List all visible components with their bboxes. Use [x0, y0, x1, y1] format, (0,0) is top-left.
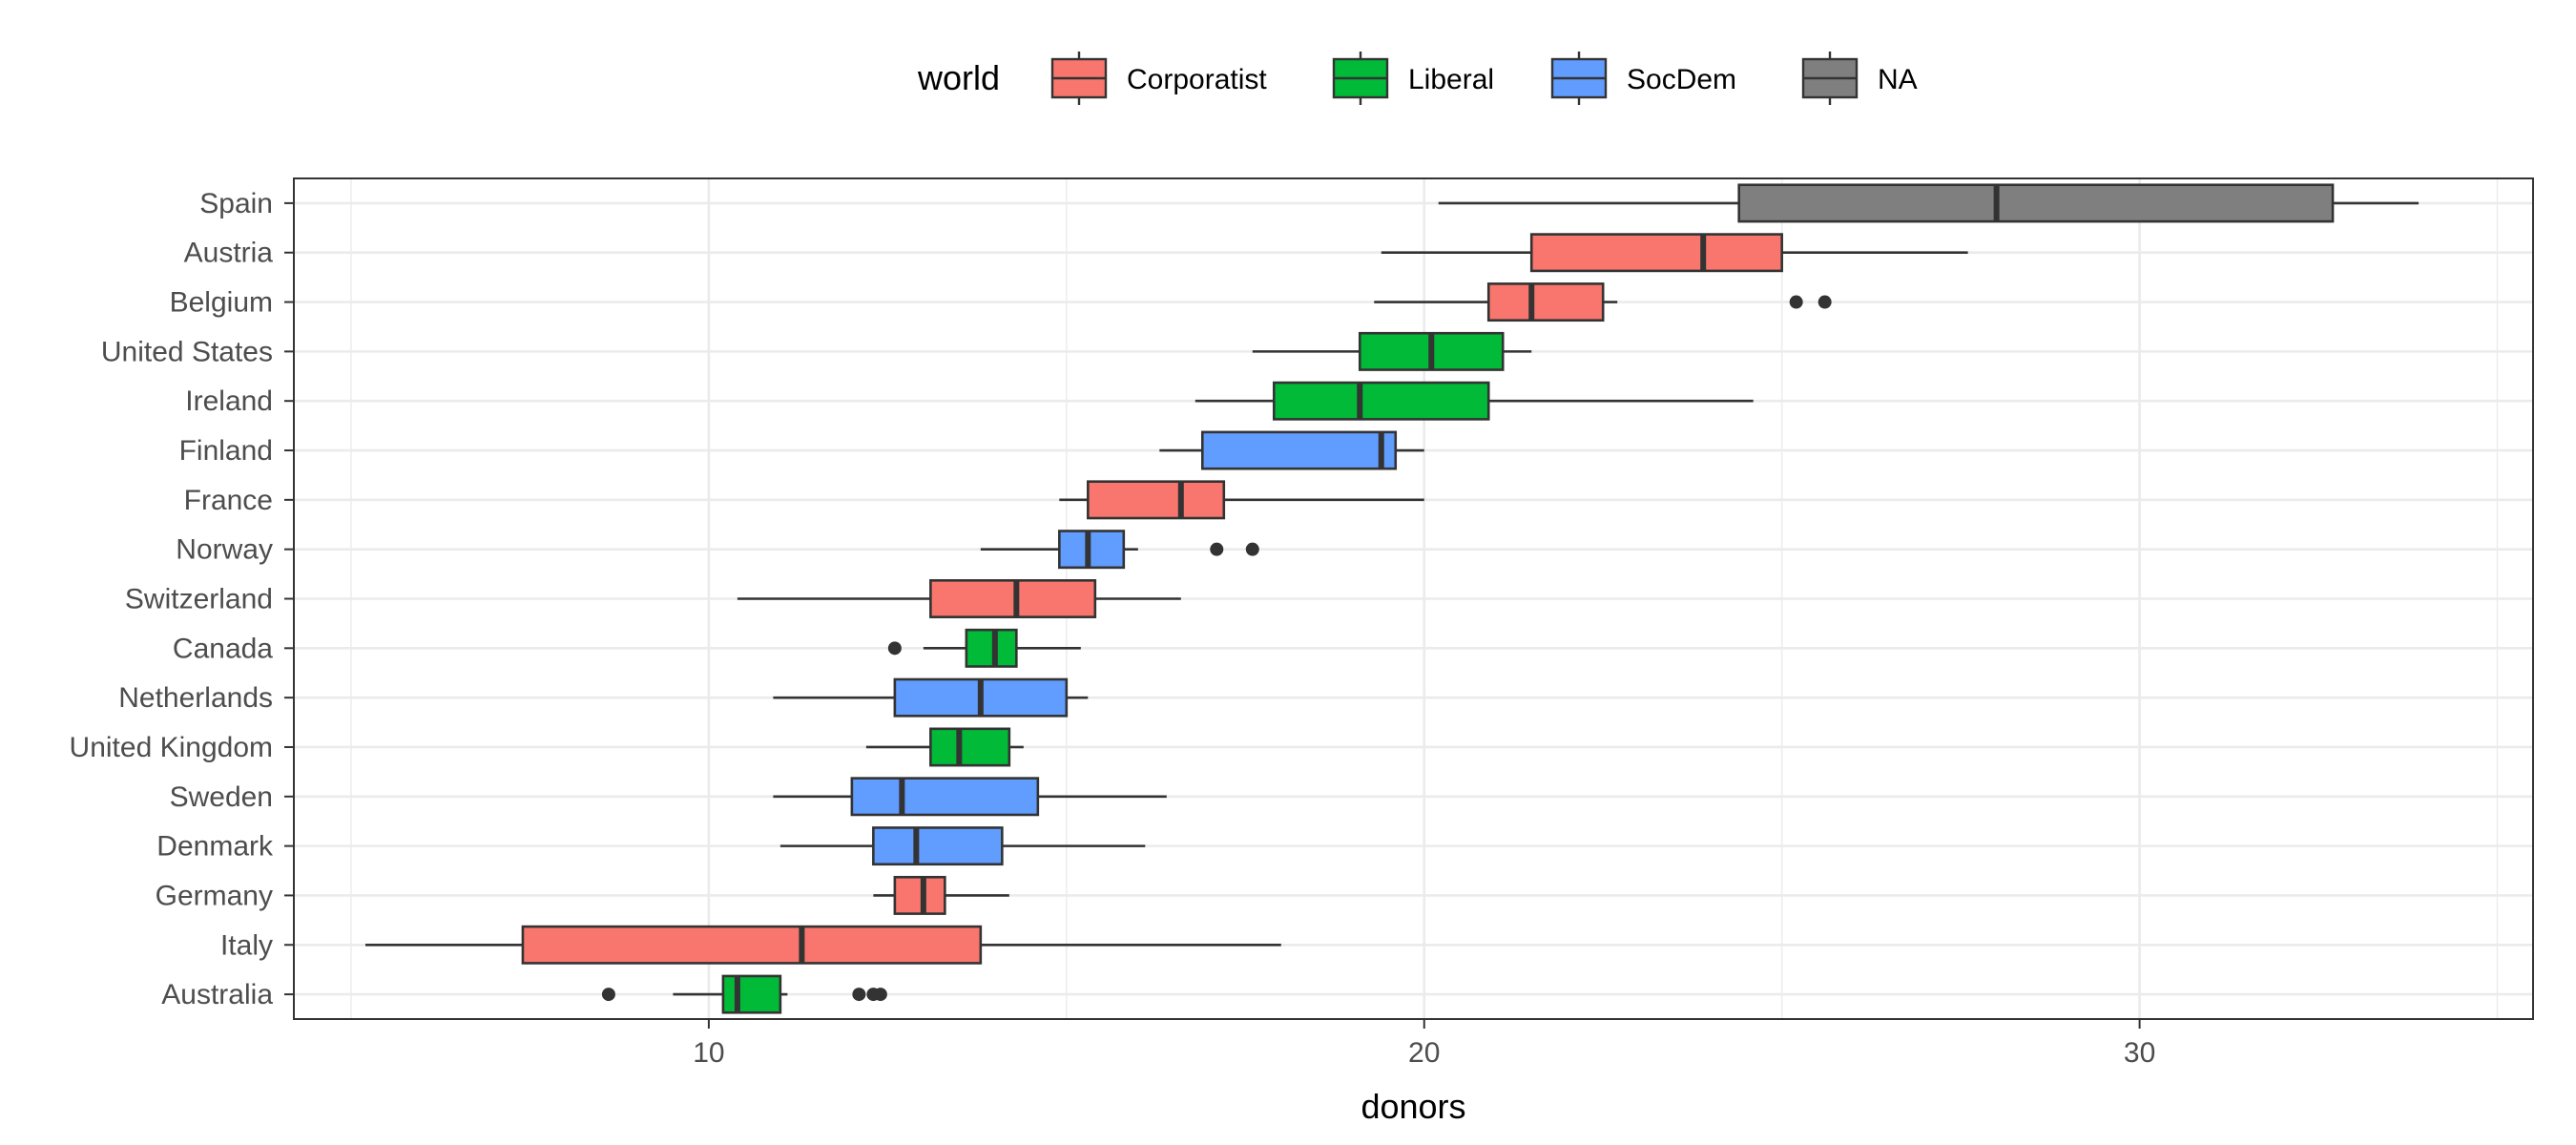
box-iqr: [965, 628, 1018, 668]
box-netherlands: [773, 677, 1089, 718]
legend-item-na: NA: [1801, 52, 1918, 105]
y-tick-label-sweden: Sweden: [170, 781, 273, 813]
y-tick-label-netherlands: Netherlands: [118, 682, 273, 714]
box-ireland: [1195, 381, 1754, 421]
y-tick-label-united-states: United States: [101, 336, 273, 367]
y-tick-label-united-kingdom: United Kingdom: [70, 732, 273, 763]
legend-label: NA: [1878, 64, 1918, 95]
box-sweden: [773, 777, 1167, 817]
box-norway: [980, 530, 1259, 570]
box-iqr: [1200, 430, 1398, 470]
box-iqr: [1272, 381, 1490, 421]
legend-label: Liberal: [1408, 64, 1494, 95]
y-tick-label-france: France: [184, 485, 273, 516]
box-switzerland: [737, 579, 1181, 618]
y-tick-label-austria: Austria: [184, 238, 274, 269]
box-italy: [364, 925, 1281, 965]
box-iqr: [872, 826, 1004, 866]
legend-title: world: [917, 58, 1000, 97]
box-iqr: [929, 579, 1097, 618]
box-united-kingdom: [865, 727, 1024, 767]
y-tick-label-belgium: Belgium: [170, 287, 273, 319]
outlier-point: [852, 988, 866, 1002]
legend-item-socdem: SocDem: [1550, 52, 1736, 105]
y-tick-label-australia: Australia: [161, 979, 273, 1010]
x-tick-label-30: 30: [2124, 1037, 2155, 1069]
box-united-states: [1252, 331, 1532, 371]
x-tick-label-20: 20: [1408, 1037, 1440, 1069]
y-tick-label-germany: Germany: [156, 880, 273, 911]
outlier-point: [1245, 542, 1259, 556]
box-iqr: [1529, 233, 1783, 273]
y-tick-label-norway: Norway: [176, 534, 273, 566]
legend-label: SocDem: [1627, 64, 1736, 95]
box-iqr: [893, 875, 946, 915]
box-canada: [887, 628, 1081, 668]
boxes: [364, 183, 2420, 1014]
y-tick-label-italy: Italy: [220, 929, 273, 961]
legend: world Corporatist Liberal SocDem NA: [917, 52, 1918, 105]
outlier-point: [873, 988, 887, 1002]
outlier-point: [601, 988, 615, 1002]
y-tick-label-ireland: Ireland: [185, 385, 273, 417]
y-tick-label-spain: Spain: [199, 188, 273, 219]
outlier-point: [1789, 295, 1803, 309]
y-tick-label-finland: Finland: [179, 435, 273, 467]
box-finland: [1159, 430, 1424, 470]
box-austria: [1381, 233, 1968, 273]
box-iqr: [929, 727, 1011, 767]
x-tick-label-10: 10: [693, 1037, 724, 1069]
legend-item-liberal: Liberal: [1332, 52, 1494, 105]
y-tick-label-switzerland: Switzerland: [125, 584, 273, 615]
legend-item-corporatist: Corporatist: [1050, 52, 1267, 105]
box-iqr: [1087, 480, 1226, 520]
box-iqr: [1058, 530, 1126, 570]
box-iqr: [521, 925, 983, 965]
outlier-point: [1210, 542, 1224, 556]
box-france: [1059, 480, 1424, 520]
box-iqr: [721, 974, 782, 1014]
outlier-point: [1818, 295, 1832, 309]
y-tick-label-canada: Canada: [173, 633, 273, 664]
box-australia: [601, 974, 887, 1014]
x-axis: 10 20 30: [693, 1019, 2155, 1069]
box-spain: [1438, 183, 2420, 223]
box-iqr: [1486, 282, 1605, 323]
outlier-point: [887, 641, 902, 656]
box-belgium: [1374, 282, 1832, 323]
box-denmark: [779, 826, 1146, 866]
box-iqr: [1737, 183, 2335, 223]
legend-label: Corporatist: [1127, 64, 1267, 95]
box-iqr: [850, 777, 1040, 817]
box-germany: [873, 875, 1009, 915]
y-tick-label-denmark: Denmark: [156, 831, 274, 863]
y-axis: Spain Austria Belgium United States Ireland F…: [70, 188, 294, 1010]
x-axis-title: donors: [1361, 1087, 1465, 1126]
